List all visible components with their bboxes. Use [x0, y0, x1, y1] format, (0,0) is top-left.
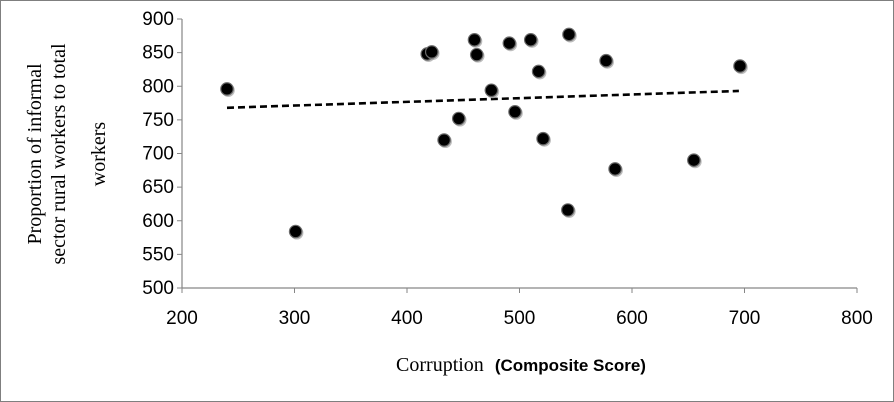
data-point: [536, 131, 550, 146]
x-tick-label: 400: [391, 308, 423, 329]
y-tick-label: 850: [142, 43, 174, 64]
trendline-group: [226, 89, 739, 110]
y-axis-title-line-2: sector rural workers to total: [48, 43, 70, 264]
data-point: [562, 27, 576, 42]
y-tick-label: 700: [142, 144, 174, 165]
x-tick-label: 200: [166, 308, 198, 329]
y-tick-label: 800: [142, 76, 174, 97]
data-point: [451, 111, 466, 126]
data-point: [469, 47, 484, 62]
y-axis-ticks: 500 550 600 650 700 750 800 850 900: [142, 9, 182, 299]
x-tick-label: 700: [729, 308, 761, 329]
x-tick-label: 800: [841, 308, 873, 329]
data-point: [484, 83, 499, 98]
axes: [181, 19, 857, 289]
data-point: [608, 162, 622, 176]
data-point: [599, 53, 613, 68]
y-axis-title-line-3: workers: [88, 122, 110, 187]
x-axis-title-main: Corruption: [396, 354, 484, 376]
data-point: [424, 45, 439, 59]
x-axis-ticks: 200 300 400 500 600 700 800: [166, 288, 873, 329]
x-axis-title-emphasis: (Composite Score): [495, 356, 646, 375]
y-tick-label: 500: [142, 278, 174, 299]
y-axis-title-line-1: Proportion of informal: [24, 63, 46, 245]
data-point: [561, 203, 575, 217]
y-tick-label: 750: [142, 110, 174, 131]
x-axis-title: Corruption (Composite Score): [396, 354, 646, 376]
y-tick-label: 900: [142, 9, 174, 30]
data-point: [523, 33, 538, 47]
trendline: [226, 89, 739, 110]
y-tick-label: 600: [142, 211, 174, 232]
data-point: [437, 133, 451, 147]
x-tick-label: 500: [504, 308, 536, 329]
data-point: [220, 82, 234, 96]
data-point: [508, 105, 522, 119]
data-point: [502, 36, 517, 51]
data-point: [687, 153, 701, 168]
x-tick-label: 600: [616, 308, 648, 329]
x-tick-label: 300: [279, 308, 311, 329]
data-point: [288, 224, 303, 239]
data-point: [531, 64, 546, 79]
y-tick-label: 550: [142, 244, 174, 265]
data-points: [220, 27, 748, 240]
y-tick-label: 650: [142, 177, 174, 198]
data-point: [733, 59, 747, 73]
data-point: [467, 33, 482, 47]
